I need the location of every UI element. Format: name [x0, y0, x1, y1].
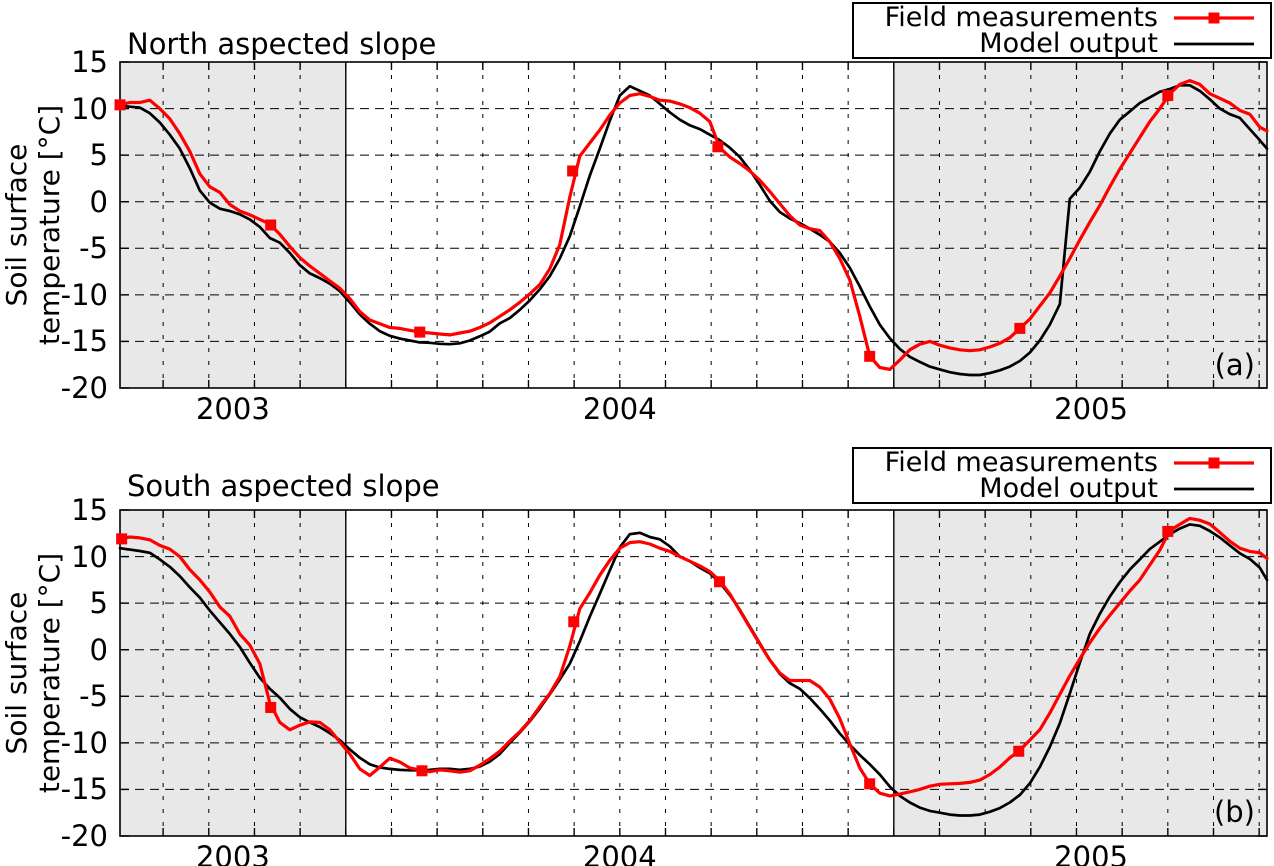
legend-square-marker-icon	[1208, 12, 1220, 24]
y-tick-label: -15	[60, 324, 108, 359]
panel-a	[114, 61, 1269, 389]
legend-sample-field-line-icon	[1174, 457, 1254, 469]
field-measurement-marker	[1014, 322, 1026, 334]
y-tick-label: 0	[89, 632, 108, 667]
panel-a-tag: (a)	[1214, 348, 1255, 382]
field-measurement-marker	[265, 219, 277, 231]
y-tick-label: 10	[71, 539, 108, 574]
shaded-year-region	[893, 62, 1267, 388]
field-measurement-marker	[416, 765, 428, 777]
x-year-label: 2004	[582, 840, 657, 866]
y-tick-label: -15	[60, 772, 108, 807]
model-output-line	[118, 83, 1269, 377]
legend-square-marker-icon	[1208, 457, 1220, 469]
field-measurement-marker	[568, 616, 580, 628]
field-measurement-marker	[864, 350, 876, 362]
y-tick-label: -10	[60, 277, 108, 312]
y-tick-label: 0	[89, 184, 108, 219]
legend-sample-model-line-icon	[1174, 42, 1254, 46]
field-measurement-marker	[1162, 525, 1174, 537]
y-tick-label: -10	[60, 725, 108, 760]
field-measurement-marker	[864, 778, 876, 790]
legend-label-model-output: Model output	[979, 473, 1158, 504]
field-measurements-line	[118, 78, 1269, 371]
panel-b-legend: Field measurements Model output	[852, 447, 1272, 504]
field-measurements-line	[118, 516, 1269, 798]
legend-row-model-output: Model output	[854, 473, 1256, 504]
y-tick-label: -5	[79, 679, 108, 714]
panel-b-title: South aspected slope	[127, 469, 440, 503]
legend-label-field-measurements: Field measurements	[884, 2, 1158, 33]
y-tick-label: -5	[79, 231, 108, 266]
shaded-year-region	[893, 510, 1267, 836]
field-measurement-marker	[116, 533, 128, 545]
y-tick-label: 5	[89, 586, 108, 621]
legend-row-field-measurements: Field measurements	[854, 2, 1256, 33]
field-measurement-marker	[265, 701, 277, 713]
legend-row-field-measurements: Field measurements	[854, 447, 1256, 478]
shaded-year-region	[120, 510, 346, 836]
panel-b-tag: (b)	[1213, 795, 1255, 829]
y-tick-label: 15	[71, 493, 108, 527]
x-year-label: 2004	[582, 392, 657, 426]
y-tick-label: -20	[60, 819, 108, 853]
panel-a-legend: Field measurements Model output	[852, 2, 1272, 59]
field-measurement-marker	[714, 576, 726, 588]
field-measurement-marker	[1162, 90, 1174, 102]
x-year-label: 2003	[195, 840, 270, 866]
field-measurement-marker	[567, 165, 579, 177]
plot-border	[119, 509, 1268, 837]
y-tick-label: 15	[71, 45, 108, 79]
legend-sample-model-line-icon	[1174, 487, 1254, 491]
x-year-label: 2005	[1054, 392, 1128, 426]
shaded-year-region	[120, 62, 346, 388]
y-tick-label: 5	[89, 138, 108, 173]
x-year-label: 2003	[195, 392, 270, 426]
legend-row-model-output: Model output	[854, 28, 1256, 59]
panel-b	[116, 509, 1269, 837]
y-tick-label: -20	[60, 371, 108, 405]
legend-label-model-output: Model output	[979, 28, 1158, 59]
y-tick-label: 10	[71, 91, 108, 126]
legend-sample-field-line-icon	[1174, 12, 1254, 24]
plot-border	[119, 61, 1268, 389]
panel-a-title: North aspected slope	[127, 27, 437, 61]
field-measurement-marker	[114, 99, 126, 111]
field-measurement-marker	[1013, 745, 1025, 757]
field-measurement-marker	[414, 326, 426, 338]
x-year-label: 2005	[1054, 840, 1128, 866]
field-measurement-marker	[712, 141, 724, 153]
legend-label-field-measurements: Field measurements	[884, 447, 1158, 478]
